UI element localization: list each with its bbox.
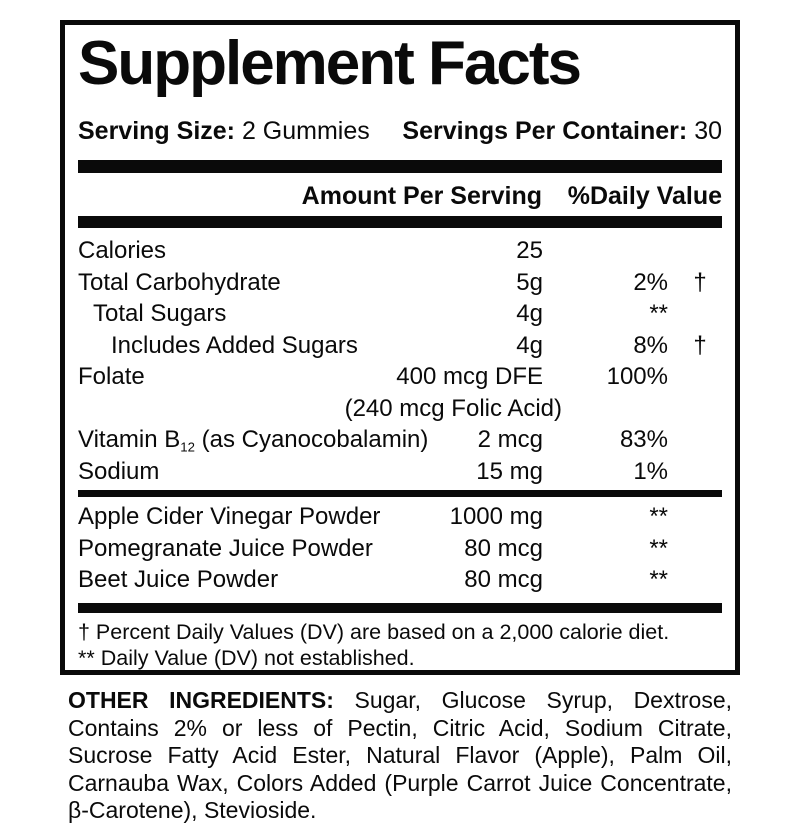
nutrient-row-vitamin-b12: Vitamin B12 (as Cyanocobalamin) 2 mcg 83… xyxy=(78,424,722,456)
nutrient-amount: 15 mg xyxy=(476,457,543,485)
nutrient-row-sodium: Sodium 15 mg 1% xyxy=(78,456,722,488)
footnotes: † Percent Daily Values (DV) are based on… xyxy=(78,619,722,671)
nutrient-dv: 2% xyxy=(633,268,668,296)
nutrient-dv: 8% xyxy=(633,331,668,359)
footnote-dv-not-established: ** Daily Value (DV) not established. xyxy=(78,645,415,670)
botanical-row-apple-cider-vinegar: Apple Cider Vinegar Powder 1000 mg ** xyxy=(78,501,722,533)
ingredient-amount: 80 mcg xyxy=(464,534,543,562)
nutrient-name: Calories xyxy=(78,237,167,264)
ingredient-name: Beet Juice Powder xyxy=(78,566,279,593)
ingredient-name: Apple Cider Vinegar Powder xyxy=(78,503,381,530)
divider-thick-header xyxy=(78,216,722,228)
serving-size-value: 2 Gummies xyxy=(241,117,370,145)
nutrient-name: Includes Added Sugars xyxy=(111,331,358,359)
nutrient-amount: 5g xyxy=(516,268,543,296)
footnote-daily-values: † Percent Daily Values (DV) are based on… xyxy=(78,619,670,644)
nutrient-amount: 2 mcg xyxy=(477,426,543,453)
b12-subscript: 12 xyxy=(180,439,195,455)
amount-per-serving-header: Amount Per Serving xyxy=(301,182,542,210)
divider-medium xyxy=(78,490,722,497)
other-ingredients-paragraph: OTHER INGREDIENTS: Sugar, Glucose Syrup,… xyxy=(68,687,732,825)
nutrient-name: Sodium xyxy=(78,457,160,485)
serving-size: Serving Size: 2 Gummies xyxy=(78,117,370,146)
serving-info-row: Serving Size: 2 Gummies Servings Per Con… xyxy=(78,117,722,146)
nutrient-dv: 83% xyxy=(619,426,668,453)
nutrient-dv: 1% xyxy=(633,457,668,485)
ingredient-amount: 1000 mg xyxy=(449,503,543,530)
servings-per-container: Servings Per Container: 30 xyxy=(402,117,722,146)
botanical-row-beet-juice: Beet Juice Powder 80 mcg ** xyxy=(78,564,722,596)
nutrient-dv: ** xyxy=(649,300,668,327)
ingredient-dv: ** xyxy=(649,503,668,530)
nutrient-amount: 4g xyxy=(516,331,543,359)
nutrient-row-calories: Calories 25 xyxy=(78,235,722,267)
nutrient-row-folate: Folate 400 mcg DFE 100% xyxy=(78,361,722,393)
servings-per-container-value: 30 xyxy=(694,117,722,145)
nutrient-name: Total Sugars xyxy=(93,300,227,327)
ingredient-dv: ** xyxy=(649,566,668,593)
serving-size-label: Serving Size: xyxy=(78,117,235,145)
nutrient-amount: 25 xyxy=(516,237,543,264)
nutrient-dagger-mark: † xyxy=(693,331,707,359)
nutrient-row-added-sugars: Includes Added Sugars 4g 8% † xyxy=(78,330,722,362)
ingredient-name: Pomegranate Juice Powder xyxy=(78,534,373,562)
nutrient-amount: 400 mcg DFE xyxy=(396,363,543,390)
nutrient-row-total-sugars: Total Sugars 4g ** xyxy=(78,298,722,330)
divider-thick-bottom xyxy=(78,602,722,613)
botanical-rows: Apple Cider Vinegar Powder 1000 mg ** Po… xyxy=(78,501,722,596)
botanical-row-pomegranate: Pomegranate Juice Powder 80 mcg ** xyxy=(78,533,722,565)
ingredient-amount: 80 mcg xyxy=(464,566,543,593)
nutrient-dagger-mark: † xyxy=(693,268,707,296)
nutrient-dv: 100% xyxy=(606,363,668,390)
ingredient-dv: ** xyxy=(649,534,668,562)
servings-per-container-label: Servings Per Container: xyxy=(402,117,688,145)
nutrient-row-total-carbohydrate: Total Carbohydrate 5g 2% † xyxy=(78,267,722,299)
nutrient-rows: Calories 25 Total Carbohydrate 5g 2% † T… xyxy=(78,235,722,487)
nutrient-amount: 4g xyxy=(516,300,543,327)
supplement-facts-panel: Supplement Facts Serving Size: 2 Gummies… xyxy=(60,20,740,675)
nutrient-name: Total Carbohydrate xyxy=(78,268,281,296)
panel-title: Supplement Facts xyxy=(78,29,582,98)
folic-acid-subnote: (240 mcg Folic Acid) xyxy=(344,394,562,422)
column-header-row: Amount Per Serving %Daily Value xyxy=(78,173,722,216)
other-ingredients-label: OTHER INGREDIENTS: xyxy=(68,687,334,713)
daily-value-header: %Daily Value xyxy=(567,182,722,210)
nutrient-name: Vitamin B12 (as Cyanocobalamin) xyxy=(78,426,429,455)
divider-thick-top xyxy=(78,160,722,173)
nutrient-name: Folate xyxy=(78,363,145,390)
nutrient-row-folic-acid-note: (240 mcg Folic Acid) xyxy=(78,393,722,425)
